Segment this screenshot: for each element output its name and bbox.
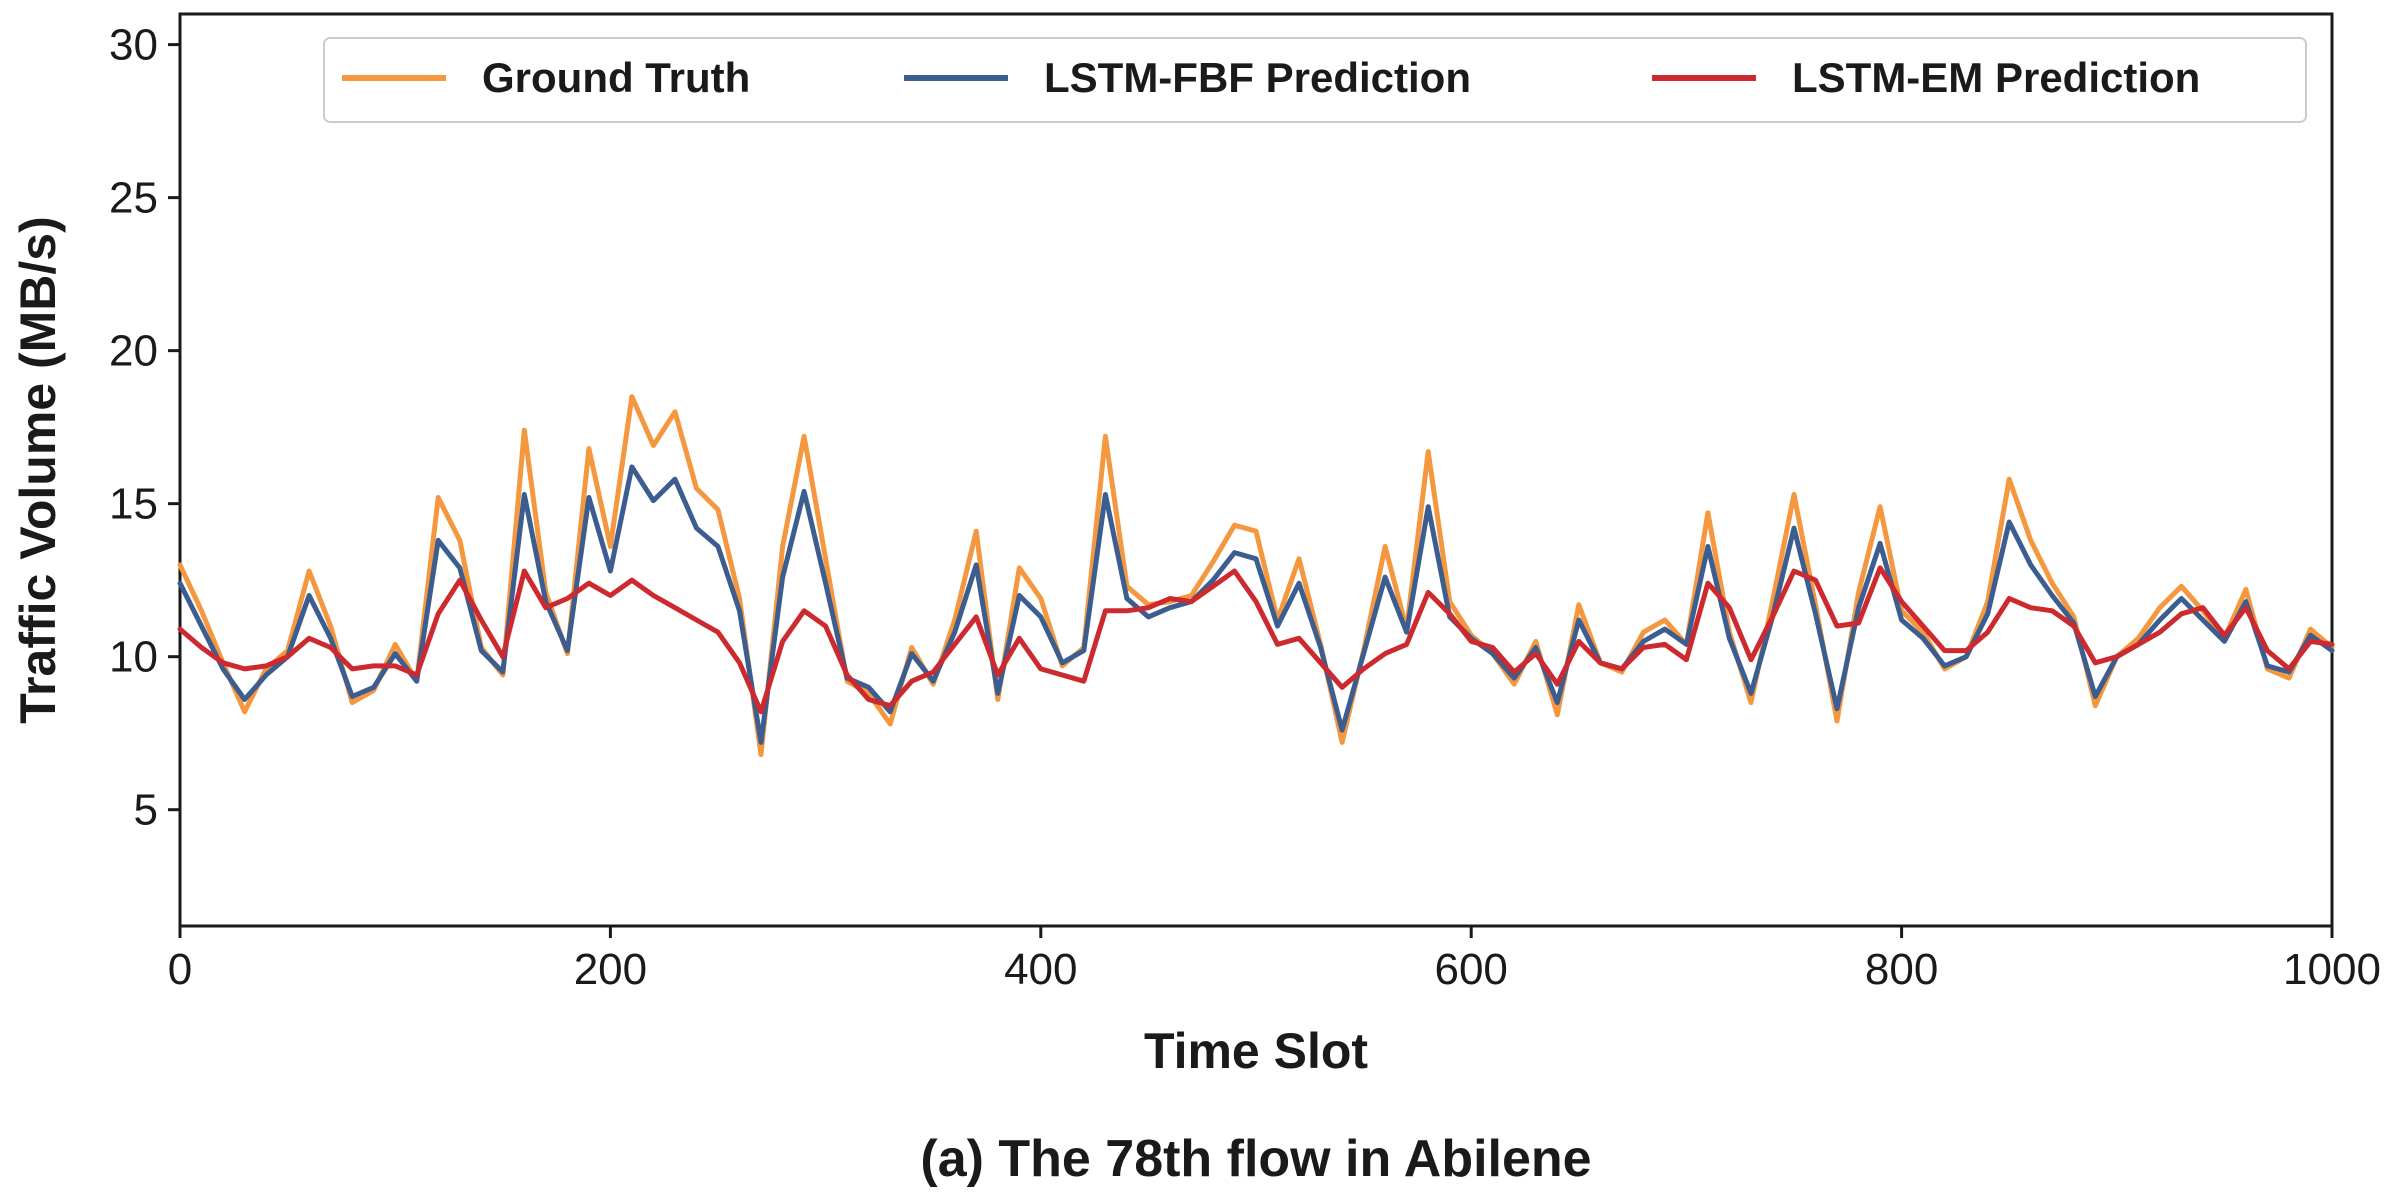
y-axis-label: Traffic Volume (MB/s) — [10, 216, 66, 723]
series-line-3 — [177, 565, 2335, 715]
x-tick-label: 600 — [1434, 945, 1507, 994]
x-tick-label: 200 — [574, 945, 647, 994]
y-axis: 5 10 15 20 25 30 — [109, 21, 180, 835]
y-tick-label: 5 — [134, 786, 158, 835]
plot-frame — [178, 12, 2334, 928]
y-tick-label: 20 — [109, 327, 158, 376]
legend-label-1: Ground Truth — [482, 54, 750, 101]
x-tick-label: 1000 — [2283, 945, 2381, 994]
x-tick-label: 0 — [168, 945, 192, 994]
legend: Ground Truth LSTM-FBF Prediction LSTM-EM P… — [323, 37, 2307, 123]
y-tick-label: 25 — [109, 174, 158, 223]
y-tick-label: 15 — [109, 480, 158, 529]
x-axis: 0 200 400 600 800 1000 — [168, 926, 2381, 994]
legend-items: Ground Truth LSTM-FBF Prediction LSTM-EM P… — [342, 54, 2200, 101]
series-layer — [177, 394, 2335, 758]
legend-label-2: LSTM-FBF Prediction — [1044, 54, 1471, 101]
plot-area: 0 200 400 600 800 1000 5 10 15 20 25 30 — [109, 12, 2381, 994]
x-tick-label: 800 — [1865, 945, 1938, 994]
y-tick-label: 10 — [109, 633, 158, 682]
x-axis-label: Time Slot — [1144, 1023, 1368, 1079]
legend-box — [323, 37, 2307, 123]
series-line-1 — [177, 394, 2335, 758]
figure-caption: (a) The 78th flow in Abilene — [920, 1130, 1591, 1188]
x-tick-label: 400 — [1004, 945, 1077, 994]
y-tick-label: 30 — [109, 21, 158, 70]
legend-label-3: LSTM-EM Prediction — [1792, 54, 2200, 101]
